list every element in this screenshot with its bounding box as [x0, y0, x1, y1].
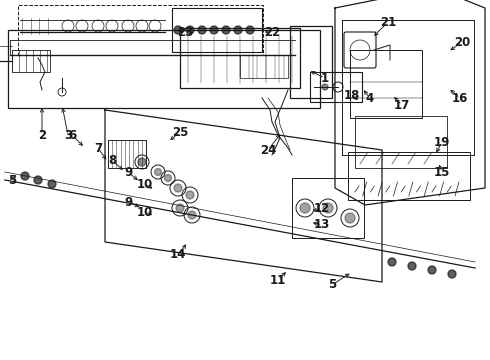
Circle shape: [323, 203, 333, 213]
Bar: [172, 8, 262, 52]
Circle shape: [388, 258, 396, 266]
Text: 18: 18: [344, 89, 360, 102]
Bar: [240, 55, 288, 78]
Bar: [310, 72, 362, 102]
Circle shape: [174, 26, 182, 34]
Bar: [108, 140, 146, 168]
Circle shape: [210, 26, 218, 34]
Circle shape: [198, 26, 206, 34]
Text: 24: 24: [260, 144, 276, 157]
Text: 22: 22: [264, 26, 280, 39]
Text: 9: 9: [124, 166, 132, 179]
Text: 3: 3: [64, 129, 72, 141]
Bar: [18, 5, 263, 55]
Text: 11: 11: [270, 274, 286, 287]
Text: 8: 8: [108, 153, 116, 166]
Circle shape: [186, 26, 194, 34]
Bar: [355, 116, 447, 168]
Text: 5: 5: [8, 174, 16, 186]
Text: 10: 10: [137, 206, 153, 219]
Text: 7: 7: [94, 141, 102, 154]
Circle shape: [186, 191, 194, 199]
Text: 13: 13: [314, 219, 330, 231]
Text: 20: 20: [454, 36, 470, 49]
Text: 12: 12: [314, 202, 330, 215]
Text: 4: 4: [366, 91, 374, 104]
Circle shape: [322, 84, 328, 90]
Text: 23: 23: [177, 26, 193, 39]
Text: 21: 21: [380, 15, 396, 28]
Bar: [348, 152, 470, 200]
Circle shape: [345, 213, 355, 223]
Circle shape: [165, 175, 172, 181]
Bar: [342, 20, 474, 155]
Circle shape: [246, 26, 254, 34]
Circle shape: [448, 270, 456, 278]
Text: 10: 10: [137, 177, 153, 190]
Circle shape: [188, 211, 196, 219]
Text: 19: 19: [434, 135, 450, 149]
Text: 15: 15: [434, 166, 450, 179]
Text: 14: 14: [170, 248, 186, 261]
Text: 1: 1: [321, 72, 329, 85]
Text: 6: 6: [68, 129, 76, 141]
Circle shape: [222, 26, 230, 34]
Circle shape: [48, 180, 56, 188]
Circle shape: [21, 172, 29, 180]
Text: 9: 9: [124, 195, 132, 208]
Text: 5: 5: [328, 279, 336, 292]
Circle shape: [34, 176, 42, 184]
Circle shape: [176, 204, 184, 212]
Circle shape: [234, 26, 242, 34]
Bar: [350, 50, 422, 118]
Text: 16: 16: [452, 91, 468, 104]
Bar: [12, 50, 50, 72]
Circle shape: [408, 262, 416, 270]
Circle shape: [174, 184, 182, 192]
Text: 25: 25: [172, 126, 188, 139]
Text: 17: 17: [394, 99, 410, 112]
Circle shape: [154, 168, 162, 176]
Bar: [292, 178, 364, 238]
Circle shape: [428, 266, 436, 274]
Text: 2: 2: [38, 129, 46, 141]
Circle shape: [300, 203, 310, 213]
Circle shape: [138, 158, 146, 166]
